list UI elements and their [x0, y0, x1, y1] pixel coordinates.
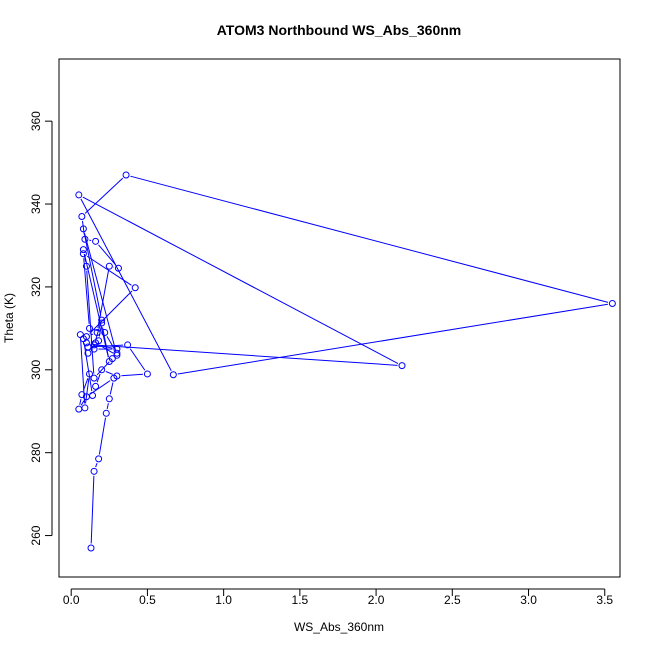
series-segment: [97, 270, 109, 329]
y-axis-label: Theta (K): [2, 293, 16, 343]
series-segment: [121, 373, 143, 377]
x-tick-label: 3.5: [596, 593, 613, 607]
data-point: [98, 316, 106, 324]
chart-title: ATOM3 Northbound WS_Abs_360nm: [217, 22, 462, 38]
data-point: [608, 299, 616, 307]
series-segment: [95, 462, 98, 468]
y-axis: 260 280 300 320 340 360: [29, 111, 53, 546]
data-point: [124, 341, 132, 349]
series-segment: [106, 336, 116, 350]
data-point: [84, 349, 92, 357]
series-segment: [80, 339, 86, 404]
data-point: [81, 404, 89, 412]
x-tick-label: 2.5: [444, 593, 461, 607]
data-point: [79, 250, 87, 258]
series-segment: [81, 220, 85, 235]
series-segment: [105, 371, 113, 375]
series-segment: [82, 196, 399, 364]
data-point: [81, 235, 89, 243]
series-segment: [79, 398, 82, 405]
series-segment: [130, 175, 609, 303]
y-tick-label: 320: [29, 277, 43, 297]
x-axis: 0.0 0.5 1.0 1.5 2.0 2.5 3.0 3.5: [63, 588, 613, 607]
data-point: [105, 395, 113, 403]
series-segment: [177, 303, 609, 375]
data-point: [108, 355, 116, 363]
series-segment: [106, 403, 109, 410]
data-point: [78, 212, 86, 220]
data-point: [82, 333, 90, 341]
series-segment: [83, 253, 87, 262]
x-tick-label: 1.0: [215, 593, 232, 607]
data-point: [101, 329, 109, 337]
series-segment: [98, 344, 398, 366]
data-point: [113, 351, 121, 359]
data-point: [122, 171, 130, 179]
data-point: [75, 405, 83, 413]
data-point: [85, 324, 93, 332]
data-point: [169, 371, 177, 379]
data-point: [79, 246, 87, 254]
series-segment: [96, 373, 101, 383]
series-segment: [89, 380, 111, 395]
series-segment: [90, 333, 94, 336]
data-point: [76, 331, 84, 339]
series-layer: [75, 171, 616, 552]
data-point: [105, 262, 113, 270]
data-point: [85, 370, 93, 378]
x-tick-label: 2.0: [368, 593, 385, 607]
plot-frame: [58, 58, 621, 578]
data-point: [87, 544, 95, 552]
series-segment: [99, 344, 114, 354]
x-axis-label: WS_Abs_360nm: [294, 620, 384, 634]
series-segment: [83, 233, 102, 316]
series-segment: [98, 417, 107, 455]
data-point: [90, 374, 98, 382]
data-point: [78, 391, 86, 399]
data-point: [92, 237, 100, 245]
series-segment: [83, 253, 109, 358]
y-tick-label: 340: [29, 194, 43, 214]
series-segment: [109, 382, 114, 395]
data-point: [90, 345, 98, 353]
data-point: [93, 329, 101, 337]
data-point: [102, 409, 110, 417]
data-point: [82, 262, 90, 270]
series-segment: [129, 348, 146, 371]
data-point: [92, 382, 100, 390]
data-point: [95, 455, 103, 463]
data-point: [75, 191, 83, 199]
data-point: [90, 341, 98, 349]
data-point: [92, 339, 100, 347]
data-point: [143, 370, 151, 378]
data-point: [79, 225, 87, 233]
y-tick-label: 360: [29, 111, 43, 131]
x-tick-label: 1.5: [292, 593, 309, 607]
data-point: [98, 366, 106, 374]
data-point: [114, 264, 122, 272]
data-point: [90, 467, 98, 475]
x-tick-label: 0.5: [139, 593, 156, 607]
y-tick-label: 300: [29, 359, 43, 379]
series-segment: [84, 233, 117, 352]
data-point: [89, 391, 97, 399]
series-segment: [84, 177, 124, 214]
data-point: [131, 284, 139, 292]
series-segment: [80, 400, 85, 406]
x-tick-label: 0.0: [63, 593, 80, 607]
data-point: [113, 372, 121, 380]
data-point: [98, 319, 106, 327]
series-segment: [80, 198, 172, 372]
series-segment: [89, 290, 133, 334]
data-point: [398, 362, 406, 370]
y-tick-label: 280: [29, 442, 43, 462]
series-segment: [94, 324, 101, 341]
series-segment: [90, 475, 95, 544]
y-tick-label: 260: [29, 525, 43, 545]
series-segment: [86, 270, 95, 374]
x-tick-label: 3.0: [520, 593, 537, 607]
data-point: [113, 349, 121, 357]
series-segment: [98, 244, 116, 266]
